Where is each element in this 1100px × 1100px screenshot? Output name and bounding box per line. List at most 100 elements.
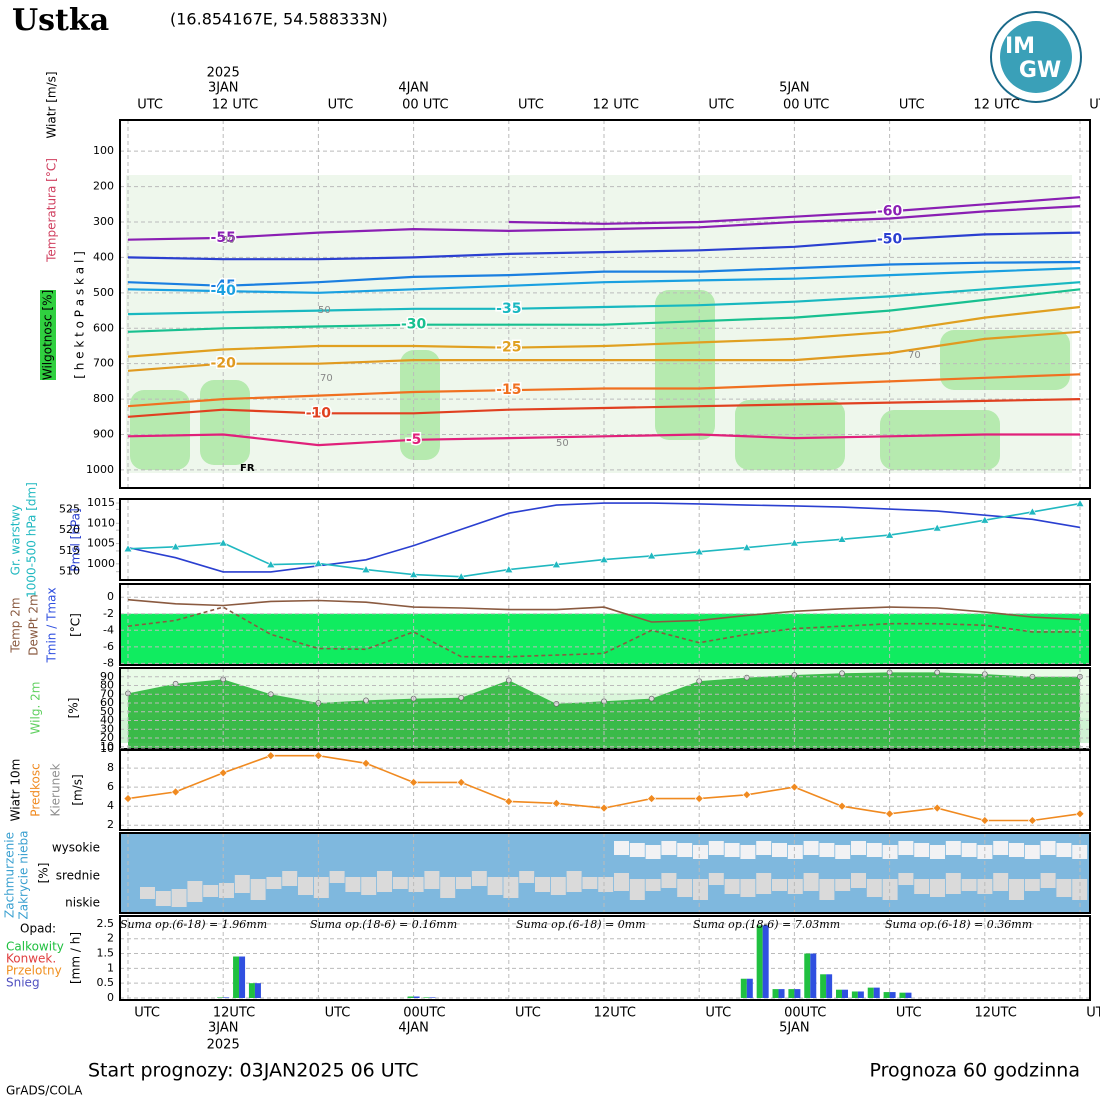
logo-disc [1000, 21, 1072, 93]
cloud-column [914, 843, 930, 857]
side-label: Wiatr 10m [9, 759, 23, 822]
logo-text: GW [1019, 58, 1061, 83]
cloud-column [1056, 879, 1072, 897]
cloud-column [456, 877, 471, 889]
y-tick-label: 400 [93, 250, 114, 263]
bar [867, 987, 874, 998]
top-time-label: UTC [518, 98, 544, 113]
logo: IM GW [990, 11, 1082, 103]
bar [842, 989, 848, 998]
cloud-column [756, 841, 772, 855]
bottom-date-label: 5JAN [779, 1021, 810, 1036]
bottom-time-label: 12UTC [213, 1006, 255, 1021]
y-tick-label: 600 [93, 321, 114, 334]
series-line [127, 606, 1080, 658]
cloud-column [961, 879, 977, 891]
cloud-column [424, 871, 440, 889]
bar [788, 989, 795, 998]
top-time-label: UTC [328, 98, 354, 113]
point [694, 547, 704, 556]
bar [429, 997, 436, 998]
cloud-column [819, 879, 835, 900]
humidity-patch [130, 390, 190, 470]
y-tick-label: 50 [100, 705, 114, 718]
bar [794, 989, 801, 998]
bar [762, 925, 769, 998]
cloud-column [803, 873, 819, 891]
y-tick-label: 900 [93, 428, 114, 441]
point [934, 669, 941, 676]
cloud-column [724, 879, 740, 894]
cloud-column [519, 871, 535, 883]
isotherm-label: -15 [496, 382, 521, 398]
cloud-column [503, 877, 519, 898]
top-time-label: 00 UTC [783, 98, 829, 113]
bar [423, 997, 430, 998]
isotherm [127, 231, 1081, 261]
humidity-patch [735, 400, 845, 470]
point [1075, 498, 1085, 507]
isotherm-label: -35 [496, 301, 521, 317]
coords: (16.854167E, 54.588333N) [170, 10, 388, 29]
cloud-column [1040, 873, 1056, 888]
point [363, 697, 369, 704]
y-tick-label: -4 [103, 623, 114, 636]
cloud-column [550, 877, 566, 895]
cloud-column [866, 879, 882, 897]
cloud-column [629, 879, 645, 900]
cloud-column [629, 843, 645, 857]
bar [217, 997, 224, 998]
precip-sum: Suma op.(18-6) = 7.03mm [693, 918, 840, 931]
point [599, 555, 609, 563]
side-label: Predkosc [29, 763, 43, 816]
isotherm [127, 398, 1081, 418]
bar [254, 983, 261, 998]
cloud-column [835, 879, 851, 891]
cloud-column [977, 879, 993, 894]
isotherm [127, 260, 1081, 287]
cloud-column [203, 885, 219, 897]
cloud-column [155, 891, 171, 906]
cloud-column [408, 877, 424, 892]
point [458, 694, 465, 701]
point [885, 809, 895, 819]
cloud-column [930, 879, 945, 897]
bar [778, 989, 785, 998]
bottom-time-label: UTC [896, 1006, 922, 1021]
point [647, 551, 657, 560]
point [980, 816, 990, 825]
cloud-column [945, 873, 961, 894]
point [932, 803, 942, 813]
y-tick-label: -8 [103, 656, 114, 669]
precip-sum: Suma op.(6-18) = 0mm [516, 918, 646, 931]
y-tick-label: 60 [100, 696, 114, 709]
cloud-column [677, 879, 693, 897]
y-tick-label: 2 [107, 932, 114, 945]
isotherm-label: -20 [211, 356, 237, 372]
point [648, 695, 655, 702]
point [218, 538, 228, 547]
point [837, 534, 847, 543]
y-tick-label: 1015 [87, 496, 115, 509]
bar [756, 925, 763, 998]
side-label: Calkowity [6, 940, 64, 954]
y-tick-label: 2.5 [97, 917, 115, 930]
side-label: [%] [37, 863, 51, 884]
point [647, 794, 657, 803]
annotation: 30 [222, 235, 235, 246]
y-tick-label: 800 [93, 392, 114, 405]
cloud-column [187, 881, 203, 902]
point [980, 515, 990, 524]
isotherm-label: -50 [877, 232, 903, 248]
y-tick-label: 6 [107, 780, 114, 793]
point [551, 798, 561, 808]
point [123, 544, 133, 553]
cloud-column [345, 877, 361, 892]
y-tick-label: 1000 [87, 557, 115, 570]
point [266, 560, 276, 568]
cloud-column [740, 845, 756, 859]
top-date-label: 3JAN [208, 81, 239, 96]
cloud-column [1056, 843, 1072, 857]
y-tick-label: 0.5 [97, 976, 115, 989]
side-label: Temp 2m [9, 597, 23, 653]
